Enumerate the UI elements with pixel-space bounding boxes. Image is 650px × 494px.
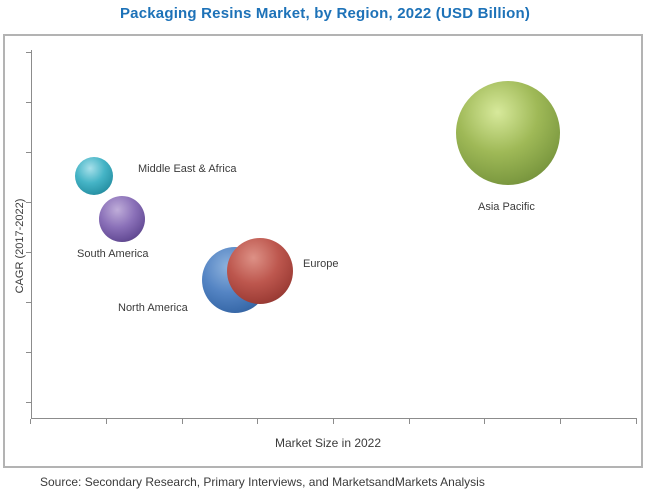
bubble-label-middle-east-africa: Middle East & Africa xyxy=(138,163,237,175)
bubble-asia-pacific xyxy=(456,81,560,185)
bubble-middle-east-africa xyxy=(75,157,113,195)
y-axis-tick xyxy=(26,152,31,153)
x-axis-tick xyxy=(257,419,258,424)
chart-title: Packaging Resins Market, by Region, 2022… xyxy=(119,5,531,22)
x-axis-tick xyxy=(30,419,31,424)
y-axis-title: CAGR (2017-2022) xyxy=(14,198,26,294)
y-axis-tick xyxy=(26,52,31,53)
x-axis-tick xyxy=(106,419,107,424)
y-axis-tick xyxy=(26,302,31,303)
y-axis-tick xyxy=(26,252,31,253)
x-axis-tick xyxy=(333,419,334,424)
y-axis-tick xyxy=(26,352,31,353)
bubble-south-america xyxy=(99,196,145,242)
y-axis-line xyxy=(31,50,32,418)
bubble-europe xyxy=(227,238,293,304)
y-axis-tick xyxy=(26,202,31,203)
x-axis-tick xyxy=(636,419,637,424)
bubble-label-europe: Europe xyxy=(303,258,339,270)
source-note: Source: Secondary Research, Primary Inte… xyxy=(40,475,485,489)
bubble-label-north-america: North America xyxy=(118,302,188,314)
x-axis-tick xyxy=(484,419,485,424)
x-axis-line xyxy=(31,418,637,419)
x-axis-tick xyxy=(182,419,183,424)
y-axis-tick xyxy=(26,102,31,103)
y-axis-tick xyxy=(26,402,31,403)
bubble-label-south-america: South America xyxy=(77,248,149,260)
bubble-label-asia-pacific: Asia Pacific xyxy=(478,201,535,213)
x-axis-title: Market Size in 2022 xyxy=(274,436,382,450)
x-axis-tick xyxy=(409,419,410,424)
x-axis-tick xyxy=(560,419,561,424)
